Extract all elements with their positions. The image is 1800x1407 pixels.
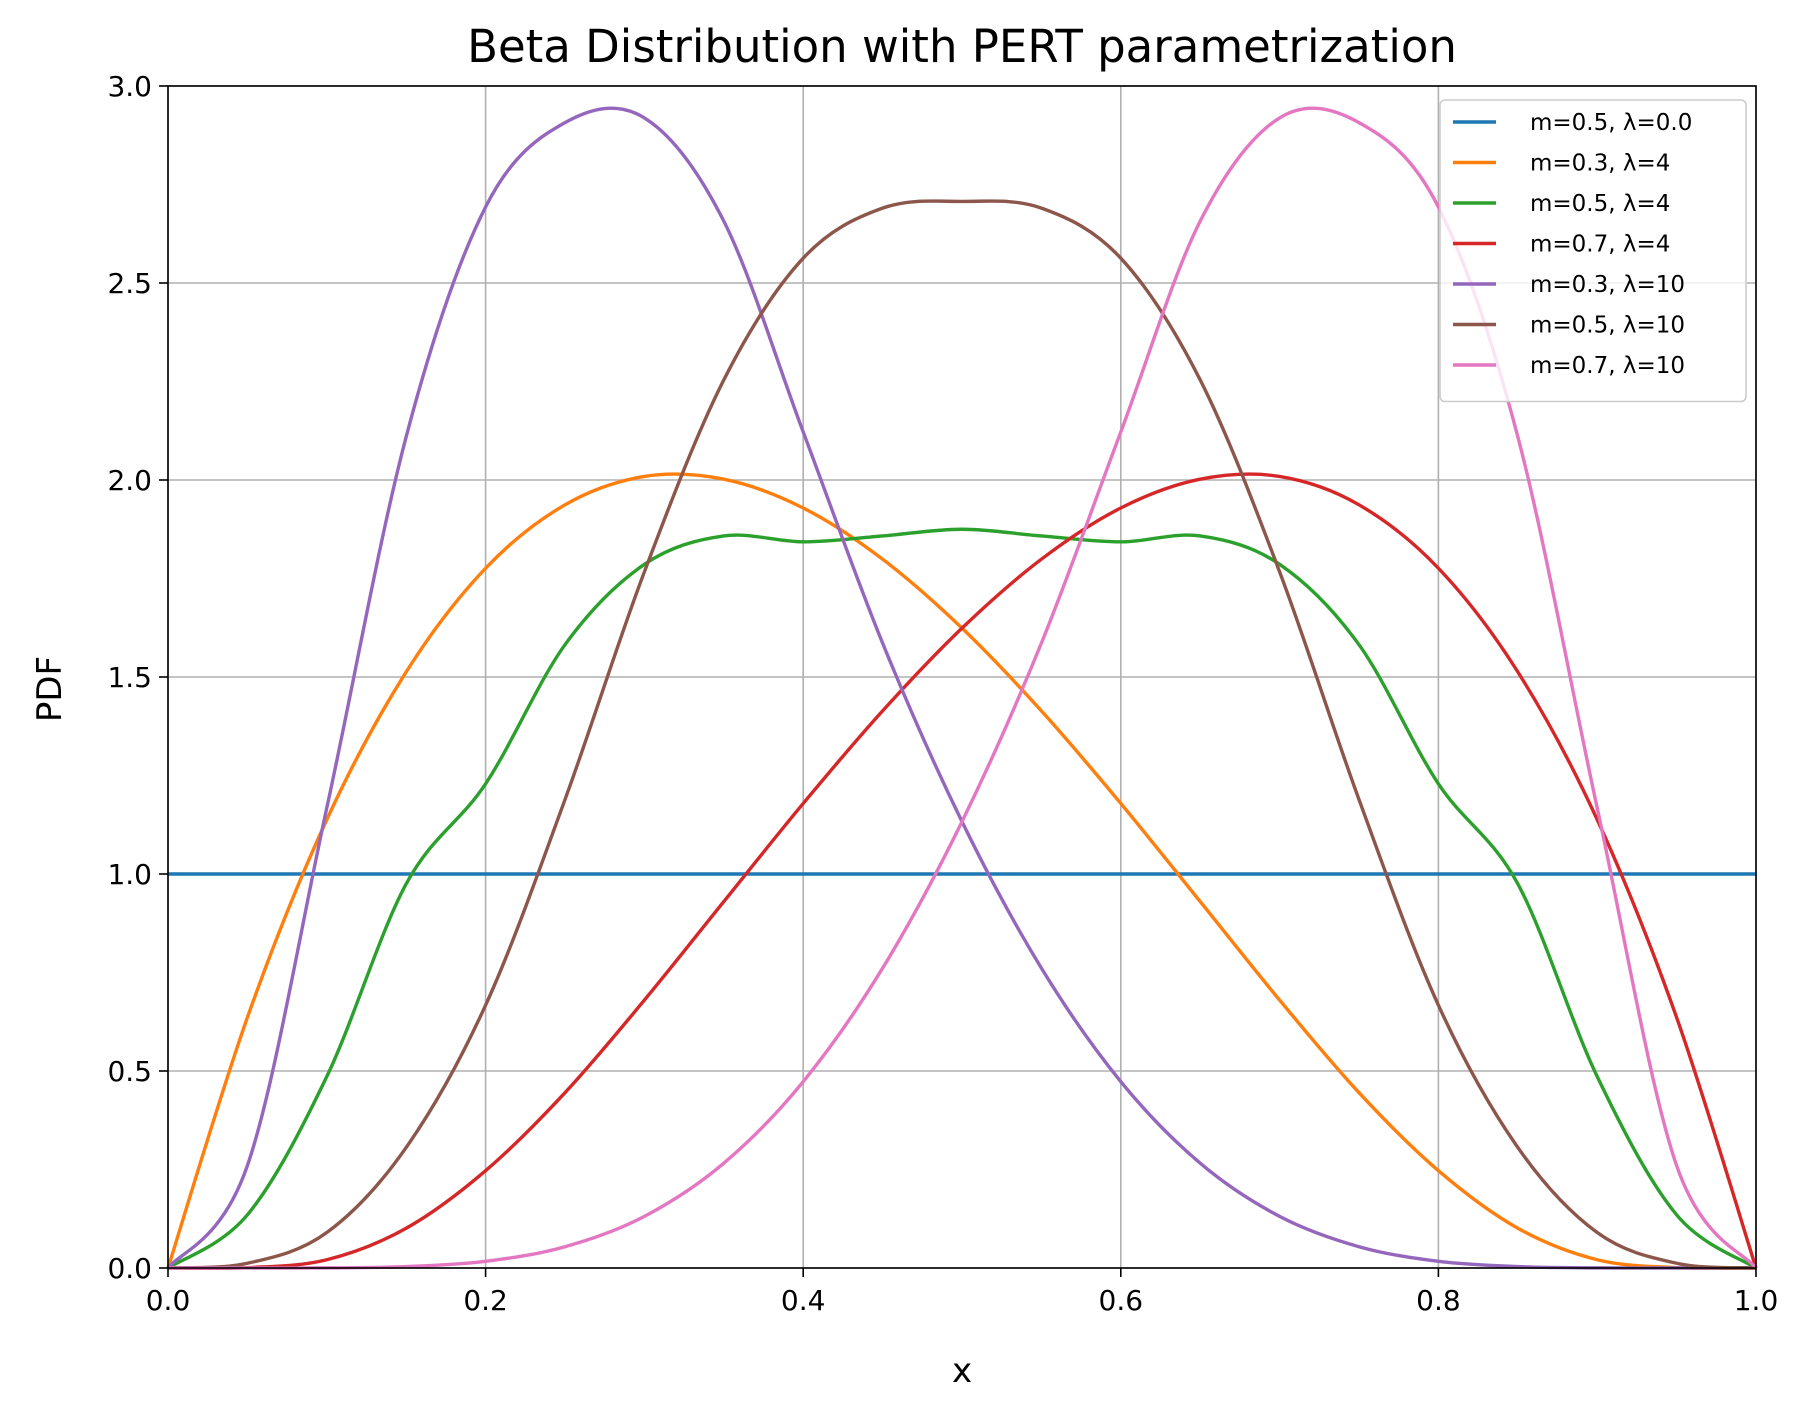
y-tick-label: 1.5 <box>107 661 152 694</box>
legend-entry: m=0.5, λ=10 <box>1530 313 1685 339</box>
series-line-2 <box>166 472 1757 1271</box>
x-tick-label: 0.0 <box>146 1284 191 1317</box>
x-tick-label: 0.6 <box>1099 1284 1144 1317</box>
legend-entry: m=0.7, λ=4 <box>1530 232 1670 258</box>
legend: m=0.5, λ=0.0 m=0.3, λ=4 m=0.5, λ=4 m=0.7, λ… <box>1439 99 1747 403</box>
x-axis-label: x <box>952 1351 972 1391</box>
x-tick-label: 0.8 <box>1416 1284 1461 1317</box>
chart-title: Beta Distribution with PERT parametrizat… <box>467 20 1457 73</box>
y-tick-label: 2.5 <box>107 267 152 300</box>
legend-entry: m=0.5, λ=4 <box>1530 191 1670 217</box>
legend-box <box>1439 99 1747 403</box>
x-tick-label: 1.0 <box>1734 1284 1779 1317</box>
series-line-3 <box>167 527 1757 1270</box>
y-tick-label: 1.0 <box>107 858 152 891</box>
y-axis-label: PDF <box>30 656 70 722</box>
legend-entry: m=0.7, λ=10 <box>1530 353 1685 379</box>
y-tick-label: 0.5 <box>107 1055 152 1088</box>
series-line-5 <box>166 106 1757 1270</box>
series-line-4 <box>167 472 1758 1271</box>
y-tick-label: 0.0 <box>107 1252 152 1285</box>
legend-entry: m=0.5, λ=0.0 <box>1530 110 1692 136</box>
y-axis: 0.0 0.5 1.0 1.5 2.0 2.5 3.0 <box>107 70 168 1285</box>
series-line-7 <box>167 106 1758 1270</box>
plot-area <box>166 106 1758 1271</box>
y-tick-label: 2.0 <box>107 464 152 497</box>
x-tick-label: 0.2 <box>463 1284 508 1317</box>
legend-entry: m=0.3, λ=4 <box>1530 151 1670 177</box>
y-tick-label: 3.0 <box>107 70 152 103</box>
series-line-6 <box>167 199 1757 1270</box>
x-tick-label: 0.4 <box>781 1284 826 1317</box>
x-axis: 0.0 0.2 0.4 0.6 0.8 1.0 <box>146 1268 1779 1317</box>
legend-entry: m=0.3, λ=10 <box>1530 272 1685 298</box>
